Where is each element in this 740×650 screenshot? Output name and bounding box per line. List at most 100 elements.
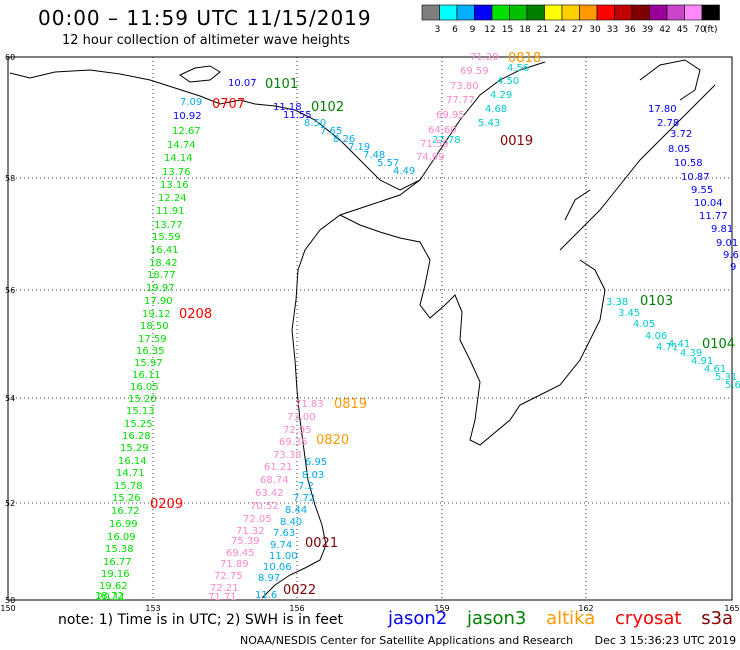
track-value: 8.03: [302, 470, 324, 481]
track-value: 77.77: [446, 95, 475, 106]
scale-tick-label: 15: [502, 25, 513, 35]
track-value: 73.00: [287, 412, 316, 423]
track-value: 4.41: [668, 339, 690, 350]
scale-swatch: [649, 4, 668, 21]
track-value: 9.74: [270, 540, 292, 551]
track-value: 10.92: [173, 111, 202, 122]
track-value: 63.42: [255, 488, 284, 499]
track-value: 4.50: [497, 76, 519, 87]
track-value: 8.44: [285, 505, 307, 516]
coastline: [261, 179, 421, 599]
track-value: 5.43: [478, 118, 500, 129]
track-value: 8.97: [258, 573, 280, 584]
scale-swatch: [631, 4, 650, 21]
legend-s3a: s3a: [701, 608, 734, 629]
track-value: 15.59: [152, 232, 181, 243]
track-value: 4.05: [633, 319, 655, 330]
track-value: 9.01: [716, 238, 738, 249]
scale-swatch: [456, 4, 475, 21]
track-value: 12.24: [158, 193, 187, 204]
track-value: 7.2: [298, 481, 314, 492]
credits-timestamp: Dec 3 15:36:23 UTC 2019: [594, 634, 737, 647]
scale-unit: (ft): [704, 25, 718, 35]
latitude-label: 60: [5, 53, 15, 62]
track-value: 4.68: [485, 104, 507, 115]
track-id-label: 0103: [640, 294, 673, 309]
track-value: 9.55: [691, 185, 713, 196]
scale-tick-label: 18: [519, 25, 531, 35]
track-value: 16.05: [130, 382, 159, 393]
scale-swatch: [474, 4, 493, 21]
scale-swatch: [684, 4, 703, 21]
track-value: 3.45: [618, 308, 640, 319]
map-frame: [7, 56, 733, 601]
track-value: 17.90: [144, 296, 173, 307]
track-value: 15.97: [134, 358, 163, 369]
track-id-label: 0209: [150, 497, 183, 512]
track-value: 18.72: [95, 591, 124, 602]
track-value: 4.39: [680, 348, 702, 359]
track-value: 9.6: [723, 250, 739, 261]
track-id-label: 0019: [500, 134, 533, 149]
track-value: 10.06: [263, 562, 292, 573]
track-id-label: 0819: [334, 397, 367, 412]
track-value: 11.00: [269, 551, 298, 562]
track-id-label: 0102: [311, 100, 344, 115]
track-value: 69.35: [279, 437, 308, 448]
track-value: 16.99: [109, 519, 138, 530]
scale-tick-label: 12: [484, 25, 495, 35]
track-value: 10.58: [674, 158, 703, 169]
longitude-label: 165: [724, 604, 739, 613]
track-value: 10.07: [228, 78, 257, 89]
track-value: 4.56: [507, 63, 529, 74]
track-value: 17.59: [138, 334, 167, 345]
longitude-label: 153: [145, 604, 160, 613]
track-value: 7.72: [293, 493, 315, 504]
scale-swatch: [579, 4, 598, 21]
legend-cryosat: cryosat: [615, 608, 682, 629]
track-value: 16.11: [132, 370, 161, 381]
scale-tick-label: 36: [624, 25, 636, 35]
track-value: 18.77: [147, 270, 176, 281]
satellite-legend: jason2 jason3 altika cryosat s3a: [388, 608, 740, 629]
coastline: [339, 214, 606, 446]
track-value: 9.81: [711, 224, 733, 235]
track-value: 4.91: [691, 356, 713, 367]
track-value: 18.42: [149, 258, 178, 269]
track-value: 5.57: [377, 158, 399, 169]
track-value: 10.87: [681, 172, 710, 183]
scale-swatch: [421, 4, 440, 21]
track-value: 16.14: [118, 456, 147, 467]
legend-jason2: jason2: [388, 608, 448, 629]
scale-tick-label: 24: [554, 25, 566, 35]
track-value: 73.80: [450, 81, 479, 92]
track-id-label: 0022: [283, 583, 316, 598]
track-value: 19.12: [142, 309, 171, 320]
coastline: [639, 59, 701, 101]
scale-swatch: [561, 4, 580, 21]
track-value: 4.71: [656, 342, 678, 353]
track-value: 7.63: [273, 528, 295, 539]
track-value: 69.95: [436, 110, 465, 121]
track-id-label: 0707: [212, 97, 245, 112]
coastline: [254, 61, 546, 191]
track-value: 4.06: [645, 331, 667, 342]
track-value: 11.18: [273, 102, 302, 113]
track-value: 7.65: [320, 126, 342, 137]
track-value: 15.26: [112, 493, 141, 504]
coastline: [9, 69, 256, 105]
track-value: 6.95: [305, 457, 327, 468]
scale-swatch: [439, 4, 458, 21]
track-value: 14.74: [167, 140, 196, 151]
track-value: 69.45: [226, 548, 255, 559]
track-value: 71.20: [470, 52, 499, 63]
latitude-label: 58: [5, 174, 15, 183]
track-value: 73.38: [273, 450, 302, 461]
legend-jason3: jason3: [467, 608, 527, 629]
track-value: 19.62: [99, 581, 128, 592]
track-value: 13.77: [154, 220, 183, 231]
latitude-label: 54: [5, 394, 15, 403]
scale-tick-label: 27: [572, 25, 583, 35]
scale-tick-label: 42: [659, 25, 670, 35]
